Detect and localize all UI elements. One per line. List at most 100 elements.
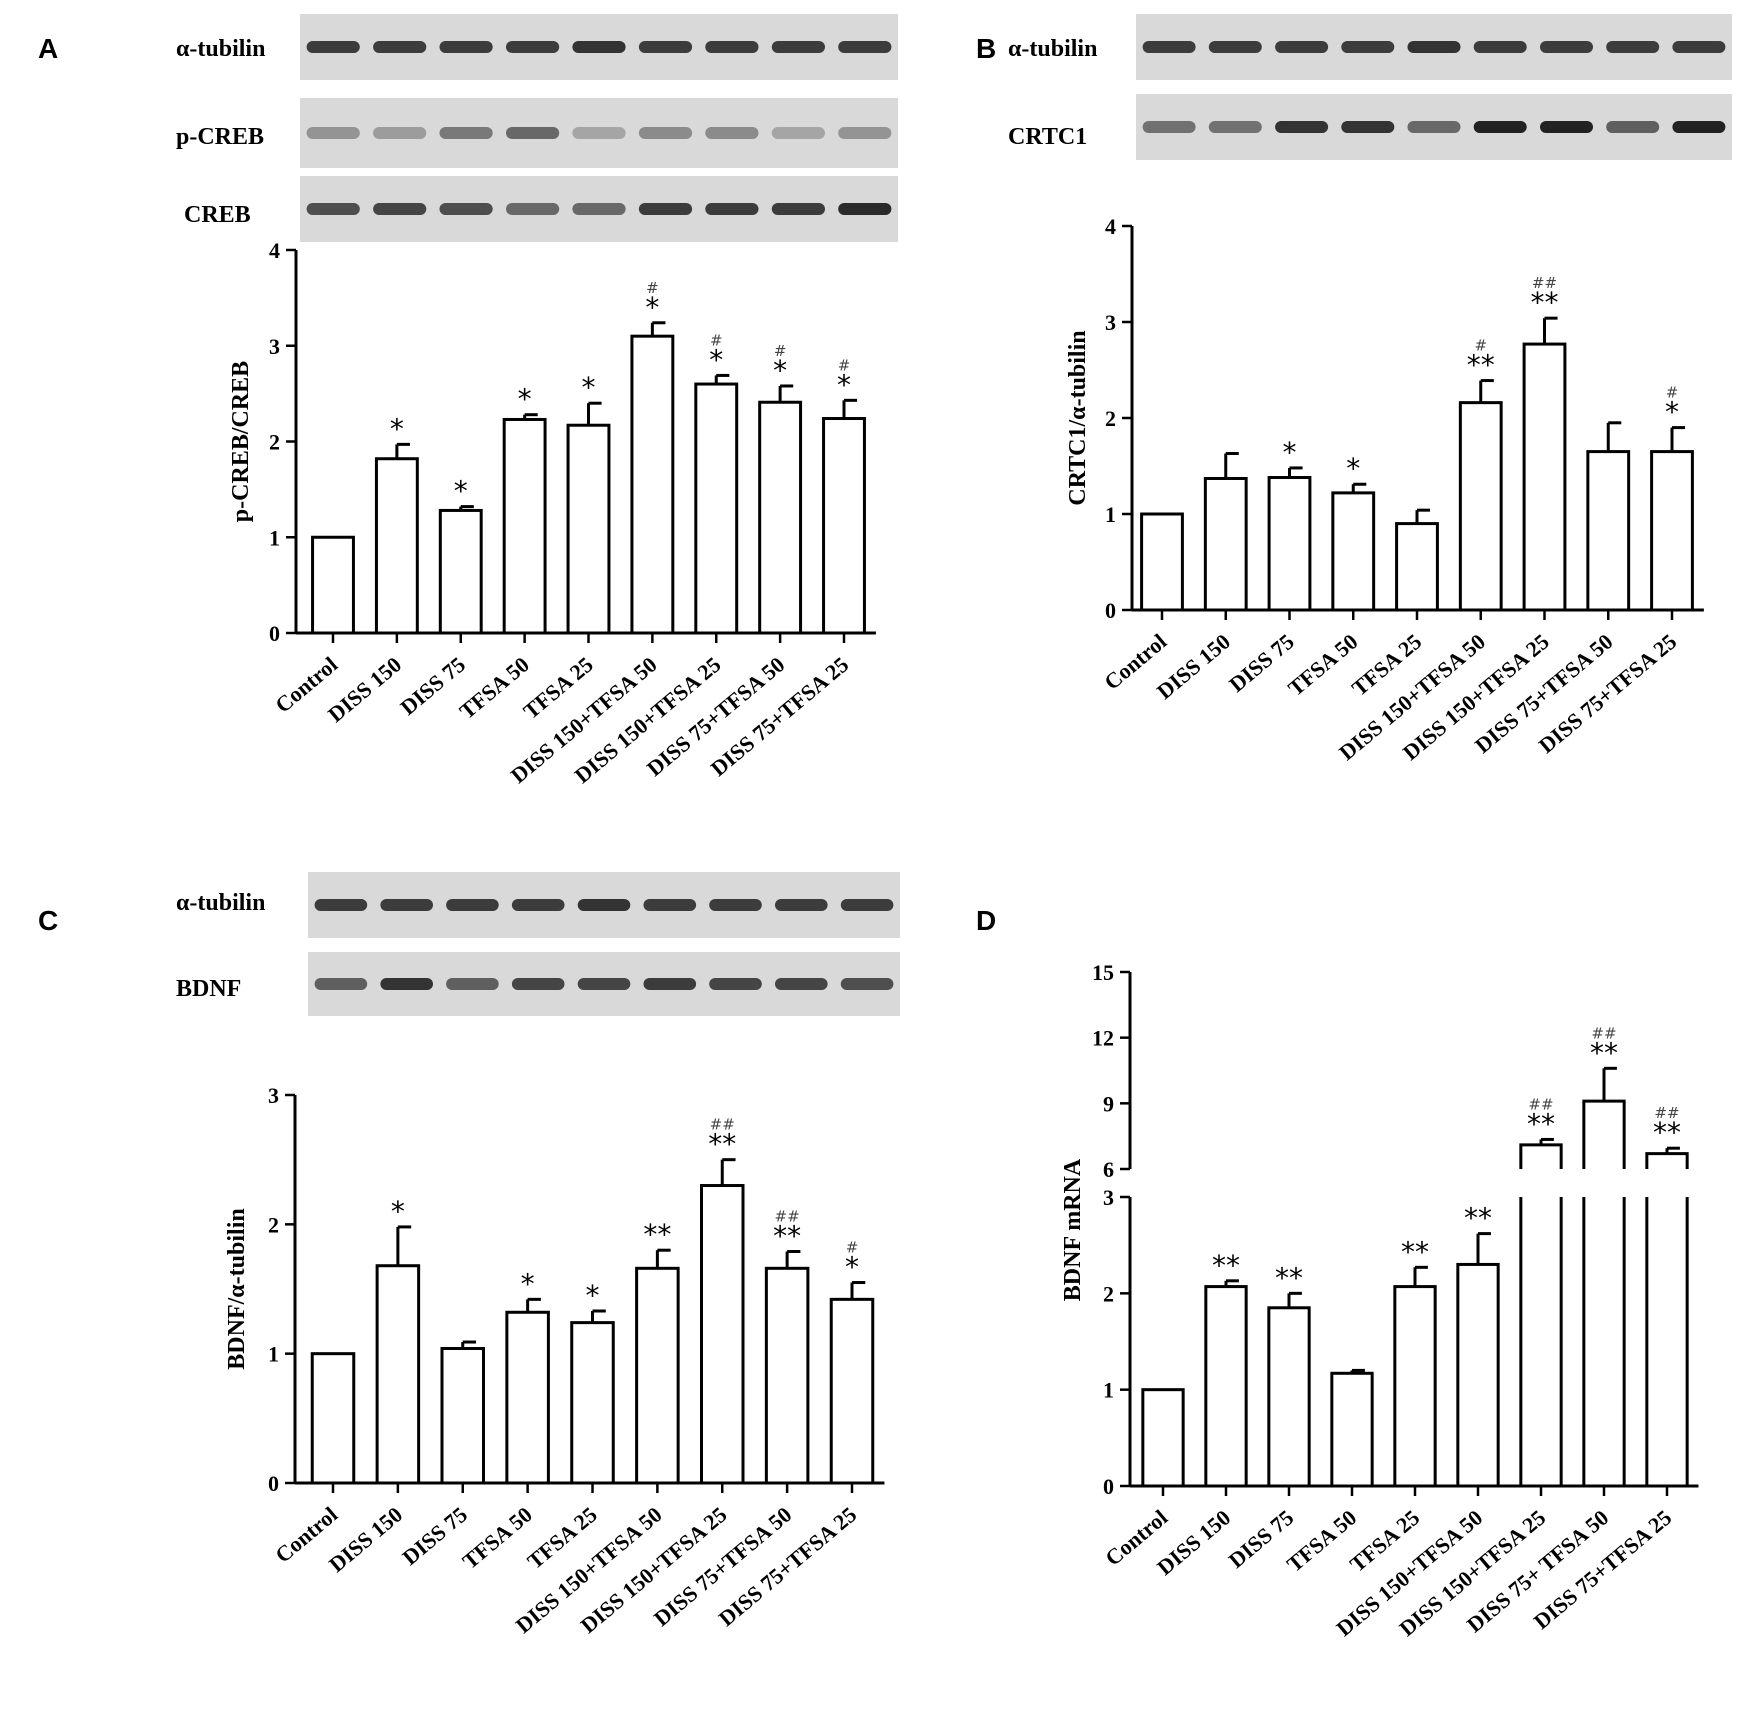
blot-band — [1407, 41, 1461, 53]
blot-label-c-bdnf: BDNF — [176, 976, 241, 1002]
bar — [694, 382, 739, 635]
y-tick-label: 3 — [1105, 310, 1116, 335]
blot-band — [506, 41, 560, 53]
significance-hash: ## — [775, 1207, 800, 1225]
bar — [566, 423, 611, 635]
y-axis-title: BDNF/α-tubilin — [224, 1208, 250, 1369]
x-tick-label: TFSA 50 — [458, 1502, 537, 1574]
bar — [635, 1266, 680, 1485]
bar — [829, 1297, 875, 1485]
blot-label-c-tubulin: α-tubilin — [176, 890, 265, 916]
y-axis-title: BDNF mRNA — [1060, 1158, 1086, 1301]
bar — [1141, 1388, 1185, 1488]
blot-band — [439, 127, 493, 139]
bar — [1586, 450, 1631, 612]
blot-band — [705, 41, 759, 53]
significance-hash: ## — [1654, 1104, 1679, 1122]
bar-lower-segment — [1519, 1197, 1563, 1488]
blot-band — [373, 203, 427, 215]
significance-hash: # — [1474, 337, 1487, 355]
blot-strip-c-tubulin — [308, 872, 900, 938]
bar-lower-segment — [1582, 1197, 1626, 1488]
blot-band — [1208, 121, 1262, 133]
significance-star: ** — [773, 1219, 801, 1252]
significance-star: * — [1665, 396, 1679, 429]
y-tick-label: 2 — [1105, 406, 1116, 431]
y-tick-label: 2 — [268, 1212, 279, 1237]
blot-band — [705, 127, 759, 139]
blot-band — [572, 41, 626, 53]
blot-band — [840, 978, 894, 990]
blot-strip-a-pcreb — [300, 98, 898, 168]
y-tick-label: 1 — [1105, 502, 1116, 527]
bar — [502, 417, 547, 635]
blot-band — [1672, 121, 1726, 133]
significance-star: * — [582, 371, 596, 404]
blot-band — [506, 127, 560, 139]
blot-strip-c-bdnf — [308, 952, 900, 1016]
blot-strip-b-tubulin — [1136, 14, 1732, 80]
bar — [505, 1310, 550, 1485]
blot-band — [577, 978, 631, 990]
blot-band — [306, 203, 360, 215]
blot-band — [1606, 121, 1660, 133]
significance-hash: # — [838, 356, 851, 374]
blot-band — [373, 41, 427, 53]
blot-band — [572, 127, 626, 139]
blot-band — [439, 41, 493, 53]
x-tick-label: TFSA 50 — [1283, 629, 1362, 701]
y-axis-title: p-CREB/CREB — [228, 361, 254, 522]
blot-strip-b-crtc1 — [1136, 94, 1732, 160]
bar — [438, 508, 483, 635]
panel-letter-d: D — [976, 905, 996, 936]
blot-band — [771, 203, 825, 215]
y-axis-title: CRTC1/α-tubilin — [1065, 330, 1091, 505]
blot-band — [577, 899, 631, 911]
bar — [1204, 1285, 1248, 1488]
bar — [375, 1264, 421, 1485]
significance-hash: # — [846, 1239, 859, 1257]
significance-star: * — [1283, 436, 1297, 469]
bar — [1522, 342, 1567, 612]
significance-star: * — [454, 475, 468, 508]
blot-label-a-tubulin: α-tubilin — [176, 36, 265, 62]
bar — [310, 1352, 356, 1485]
blot-band — [643, 978, 697, 990]
y-tick-label: 0 — [269, 621, 280, 646]
blot-band — [771, 41, 825, 53]
significance-star: ** — [1467, 349, 1495, 382]
y-tick-label: 1 — [269, 525, 280, 550]
significance-star: ** — [1212, 1249, 1240, 1282]
significance-star: * — [518, 383, 532, 416]
blot-band — [314, 978, 368, 990]
bar — [311, 535, 355, 635]
blot-band — [1341, 41, 1395, 53]
significance-star: * — [521, 1267, 535, 1300]
significance-star: * — [845, 1251, 859, 1284]
significance-star: ** — [708, 1128, 736, 1161]
y-tick-label: 2 — [269, 430, 280, 455]
y-tick-label: 2 — [1103, 1281, 1114, 1306]
significance-star: ** — [1464, 1202, 1492, 1235]
significance-star: * — [645, 291, 659, 324]
bar — [822, 417, 866, 635]
blot-label-b-tubulin: α-tubilin — [1008, 36, 1097, 62]
bar — [1140, 512, 1184, 612]
blot-band — [705, 203, 759, 215]
blot-band — [373, 127, 427, 139]
blot-band — [306, 41, 360, 53]
y-tick-label: 4 — [1105, 214, 1116, 239]
blot-band — [838, 203, 892, 215]
blot-band — [1540, 121, 1593, 133]
bar-lower-segment — [1645, 1197, 1689, 1488]
significance-hash: ## — [1528, 1095, 1553, 1113]
blot-label-a-pcreb: p-CREB — [176, 124, 264, 150]
blot-band — [838, 41, 892, 53]
bar-upper-segment — [1645, 1152, 1689, 1169]
blot-band — [1473, 121, 1527, 133]
significance-hash: ## — [1591, 1024, 1616, 1042]
bar — [1330, 1371, 1374, 1488]
significance-hash: # — [646, 279, 659, 297]
